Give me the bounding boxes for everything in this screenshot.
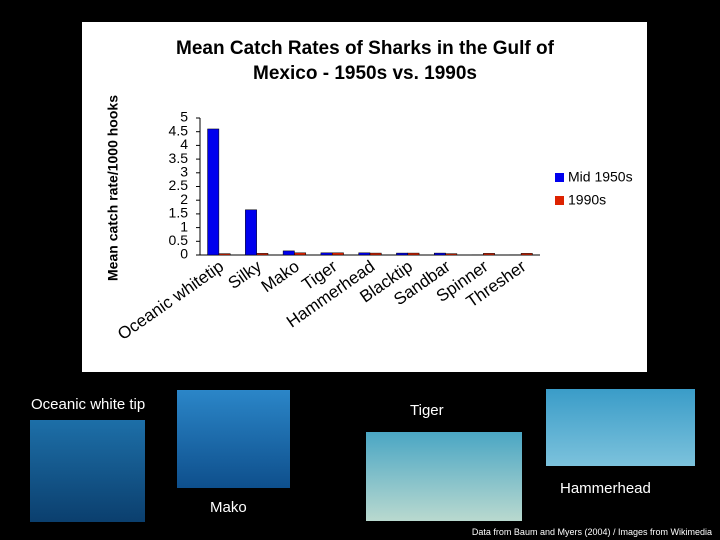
caption: Oceanic white tip: [31, 396, 146, 413]
bar: [358, 252, 371, 256]
y-tick-label: 4.5: [169, 122, 189, 138]
bar: [331, 252, 344, 256]
bar: [245, 209, 257, 256]
photo-mako: [177, 390, 290, 488]
bar: [407, 252, 420, 256]
y-tick-label: 0: [180, 246, 188, 262]
bar: [320, 252, 333, 256]
y-tick-label: 3: [180, 164, 188, 180]
chart-panel: [82, 22, 647, 372]
legend-label: 1990s: [568, 192, 606, 208]
photo-hammerhead: [546, 389, 695, 466]
bar: [207, 128, 220, 256]
bar: [445, 253, 458, 256]
y-tick-label: 2.5: [169, 177, 189, 193]
y-tick-label: 2: [180, 191, 188, 207]
y-tick-label: 1: [180, 218, 188, 234]
bar: [369, 252, 382, 256]
photo-tiger: [366, 432, 522, 521]
y-axis-label: Mean catch rate/1000 hooks: [105, 95, 121, 281]
bar: [218, 253, 231, 256]
y-tick-label: 1.5: [169, 205, 189, 221]
bar: [396, 252, 409, 256]
bar: [256, 253, 269, 256]
y-tick-label: 0.5: [169, 232, 189, 248]
caption: Hammerhead: [560, 480, 651, 497]
legend-swatch: [555, 173, 564, 182]
bar: [433, 252, 446, 256]
legend-swatch: [555, 196, 564, 205]
credit: Data from Baum and Myers (2004) / Images…: [471, 527, 712, 537]
bar: [282, 250, 295, 256]
photo-oceanic-whitetip: [30, 420, 145, 522]
bar: [483, 253, 495, 256]
caption: Mako: [210, 499, 247, 516]
caption: Tiger: [410, 402, 444, 419]
y-tick-label: 5: [180, 109, 188, 125]
legend-label: Mid 1950s: [568, 169, 633, 185]
chart-title: Mean Catch Rates of Sharks in the Gulf o…: [176, 38, 554, 84]
bar: [294, 252, 307, 256]
y-tick-label: 4: [180, 136, 188, 152]
bar: [520, 253, 533, 256]
y-tick-label: 3.5: [169, 150, 189, 166]
